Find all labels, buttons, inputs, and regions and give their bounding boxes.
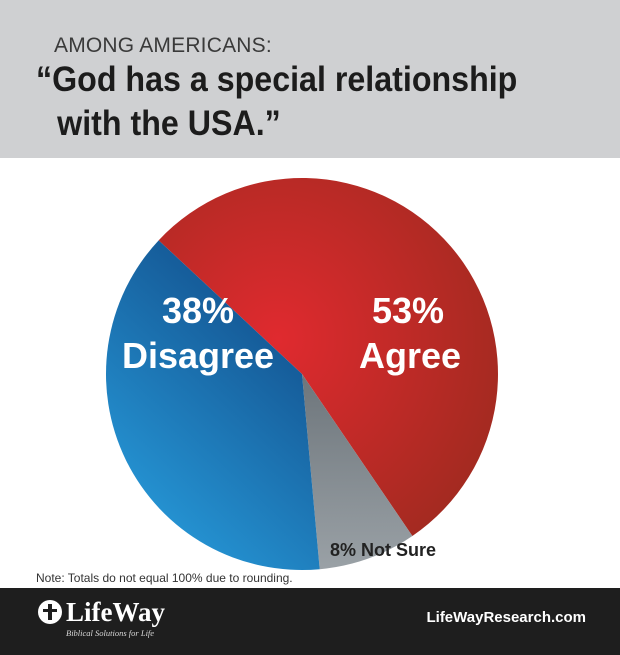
header-band: AMONG AMERICANS: “God has a special rela… [0, 0, 620, 158]
lifeway-logo[interactable]: LifeWay Biblical Solutions for Life [38, 597, 165, 638]
disagree-category-label: Disagree [122, 335, 274, 376]
footnote: Note: Totals do not equal 100% due to ro… [36, 571, 293, 585]
logo-name: LifeWay [66, 597, 165, 627]
pie-chart: 53% Agree 38% Disagree 8% Not Sure [105, 178, 498, 571]
agree-category-label: Agree [359, 335, 461, 376]
pie-slice-not-sure [302, 374, 413, 570]
disagree-percent-label: 38% [162, 290, 234, 331]
chart-title: “God has a special relationship with the… [36, 58, 551, 146]
pie-slice-disagree [105, 240, 320, 571]
cross-logo-icon [38, 600, 62, 624]
not-sure-label: 8% Not Sure [330, 540, 436, 560]
footer-bar: LifeWay Biblical Solutions for Life Life… [0, 588, 620, 655]
agree-percent-label: 53% [372, 290, 444, 331]
website-link[interactable]: LifeWayResearch.com [426, 609, 586, 626]
title-line-2: with the USA.” [57, 104, 281, 143]
title-line-1: “God has a special relationship [36, 60, 518, 99]
pie-slice-agree [158, 178, 498, 536]
logo-tagline: Biblical Solutions for Life [66, 628, 155, 638]
eyebrow-text: AMONG AMERICANS: [54, 34, 272, 57]
